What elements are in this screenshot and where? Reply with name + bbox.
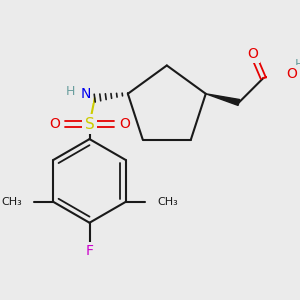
- Text: N: N: [81, 87, 91, 101]
- Text: O: O: [286, 67, 298, 81]
- Text: CH₃: CH₃: [157, 197, 178, 207]
- Text: H: H: [295, 58, 300, 70]
- Text: O: O: [49, 117, 60, 131]
- Text: H: H: [66, 85, 75, 98]
- Text: O: O: [248, 47, 258, 61]
- Polygon shape: [206, 94, 240, 105]
- Text: O: O: [119, 117, 130, 131]
- Text: S: S: [85, 117, 94, 132]
- Text: CH₃: CH₃: [1, 197, 22, 207]
- Text: F: F: [85, 244, 94, 258]
